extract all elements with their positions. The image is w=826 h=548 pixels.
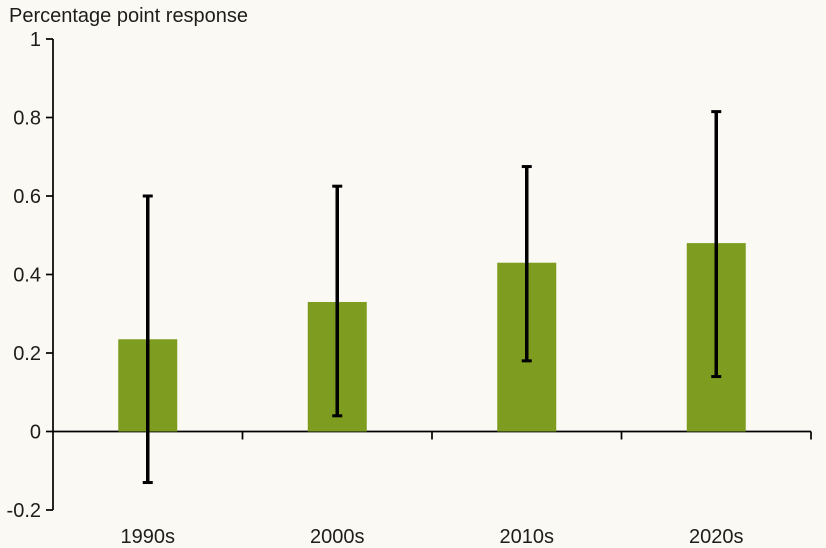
x-axis-category-label: 1990s [121, 526, 176, 548]
y-axis-tick-label: -0.2 [7, 500, 41, 522]
y-axis-tick-label: 0.6 [13, 186, 41, 208]
y-axis-tick-label: 0.4 [13, 265, 41, 287]
y-axis-tick-label: 0.8 [13, 108, 41, 130]
y-axis-tick-label: 1 [30, 29, 41, 51]
x-axis-category-label: 2010s [500, 526, 555, 548]
y-axis-tick-label: 0 [30, 422, 41, 444]
y-axis-tick-label: 0.2 [13, 343, 41, 365]
x-axis-category-label: 2000s [310, 526, 365, 548]
x-axis-category-label: 2020s [689, 526, 744, 548]
chart-title: Percentage point response [9, 5, 249, 27]
